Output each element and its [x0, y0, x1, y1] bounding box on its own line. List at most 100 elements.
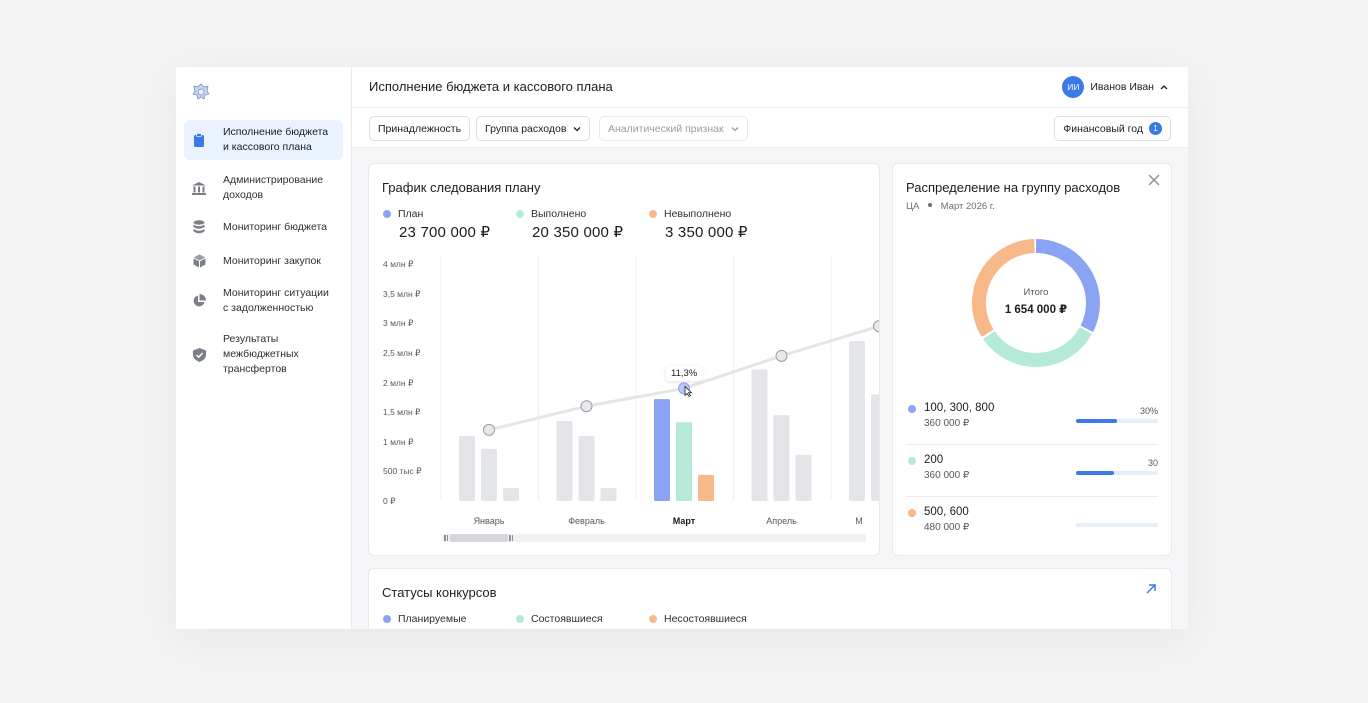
sidebar-item-transfers-results[interactable]: Результаты межбюджетных трансфертов [184, 331, 343, 378]
subtitle-period: Март 2026 г. [940, 201, 995, 212]
affiliation-filter[interactable]: Принадлежность [369, 116, 471, 141]
donut-segment-1[interactable] [972, 239, 1100, 367]
list-item[interactable]: 500, 600 480 000 ₽ [906, 506, 1158, 558]
bar-Март-3[interactable] [698, 474, 714, 501]
legend-dot [649, 615, 657, 623]
legend-done[interactable]: Выполнено [516, 208, 586, 220]
legend-planned[interactable]: Планируемые [383, 613, 466, 625]
legend-plan-value: 23 700 000 ₽ [399, 224, 491, 241]
plot-area [440, 256, 880, 501]
fiscal-year-label: Финансовый год [1063, 122, 1143, 135]
donut-total-value: 1 654 000 ₽ [1004, 304, 1068, 316]
divider [906, 496, 1158, 497]
row-amount: 360 000 ₽ [924, 418, 970, 429]
bar-Апрель-1[interactable] [751, 369, 768, 501]
y-tick-label: 4 млн ₽ [383, 259, 414, 269]
sidebar-item-revenue-admin[interactable]: Администрирование доходов [184, 172, 343, 204]
analytic-sign-dropdown[interactable]: Аналитический признак [599, 116, 748, 141]
shield-icon [191, 347, 207, 363]
sidebar-item-procurement-monitoring[interactable]: Мониторинг закупок [184, 251, 343, 271]
legend-held-label: Состоявшиеся [531, 613, 603, 625]
line-point-Февраль[interactable] [580, 400, 593, 413]
legend-failed[interactable]: Несостоявшиеся [649, 613, 747, 625]
legend-dot [383, 210, 391, 218]
bar-Апрель-2[interactable] [773, 415, 790, 501]
chart-tooltip: 11,3% [666, 366, 703, 381]
sidebar-item-label: Мониторинг ситуации с задолженностью [223, 287, 329, 314]
sidebar-item-budget-execution[interactable]: Исполнение бюджета и кассового плана [184, 120, 343, 160]
legend-undone-value: 3 350 000 ₽ [665, 224, 748, 241]
expense-group-dropdown[interactable]: Группа расходов [476, 116, 591, 141]
clipboard-icon [191, 132, 207, 148]
legend-planned-label: Планируемые [398, 613, 467, 625]
bar-Апрель-3[interactable] [795, 454, 812, 501]
subtitle-separator [928, 203, 933, 207]
main-content: График следования плану План 23 700 000 … [352, 148, 1188, 629]
bar-Февраль-3[interactable] [600, 487, 617, 501]
pie-icon [191, 293, 207, 309]
legend-undone[interactable]: Невыполнено [649, 208, 731, 220]
x-tick-label: Январь [473, 516, 505, 526]
donut-segment-2[interactable] [972, 239, 1100, 367]
sidebar-item-label: Результаты межбюджетных трансфертов [223, 333, 299, 375]
close-icon[interactable] [1147, 173, 1161, 187]
x-tick-label: Апрель [766, 516, 797, 526]
row-name: 500, 600 [924, 506, 969, 518]
plan-chart-title: График следования плану [382, 180, 541, 195]
legend-plan-label: План [398, 208, 424, 220]
line-point-Январь[interactable] [483, 423, 495, 436]
sidebar-item-label: Администрирование доходов [223, 174, 324, 201]
scroll-handle-right [509, 535, 511, 541]
distribution-donut[interactable] [966, 233, 1106, 373]
row-amount: 480 000 ₽ [924, 522, 970, 533]
fiscal-year-filter[interactable]: Финансовый год 1 [1054, 116, 1171, 141]
bar-Февраль-2[interactable] [578, 435, 595, 501]
database-icon [191, 219, 207, 235]
legend-plan[interactable]: План [383, 208, 423, 220]
plan-chart-plot[interactable] [369, 164, 879, 555]
bar-Март-1[interactable] [654, 399, 670, 501]
donut-segment-3[interactable] [972, 239, 1100, 367]
header: Исполнение бюджета и кассового плана ИИ … [352, 67, 1188, 108]
emblem-icon[interactable] [190, 81, 212, 103]
bar-М-2[interactable] [871, 394, 879, 501]
expense-group-label: Группа расходов [485, 122, 567, 135]
chevron-down-icon [573, 126, 581, 131]
sidebar: Исполнение бюджета и кассового плана Адм… [176, 67, 352, 629]
row-dot [908, 509, 916, 517]
row-progress [1076, 523, 1158, 527]
line-point-М[interactable] [873, 320, 880, 333]
cursor-icon [684, 385, 693, 397]
avatar: ИИ [1062, 76, 1085, 98]
analytic-sign-label: Аналитический признак [608, 122, 724, 135]
bar-Январь-3[interactable] [503, 487, 519, 501]
list-item[interactable]: 100, 300, 800 360 000 ₽ 30% [906, 402, 1158, 454]
legend-failed-label: Несостоявшиеся [664, 613, 747, 625]
y-tick-label: 1,5 млн ₽ [383, 407, 421, 418]
bank-icon [191, 180, 207, 196]
line-point-Апрель[interactable] [775, 349, 788, 362]
subtitle-org: ЦА [906, 201, 920, 212]
legend-held[interactable]: Состоявшиеся [516, 613, 603, 625]
user-menu[interactable]: ИИ Иванов Иван [1062, 76, 1168, 98]
sidebar-item-budget-monitoring[interactable]: Мониторинг бюджета [184, 217, 343, 237]
y-tick-label: 3,5 млн ₽ [383, 288, 421, 299]
bar-Февраль-1[interactable] [556, 421, 573, 501]
sidebar-item-label: Исполнение бюджета и кассового плана [223, 126, 329, 153]
bar-Январь-1[interactable] [459, 435, 475, 501]
row-amount: 360 000 ₽ [924, 470, 970, 481]
bar-Январь-2[interactable] [481, 448, 497, 501]
row-progress [1076, 419, 1158, 423]
bar-Март-2[interactable] [676, 422, 692, 501]
divider [906, 444, 1158, 445]
arrow-up-right-icon[interactable] [1145, 583, 1157, 595]
row-name: 200 [924, 454, 944, 466]
bar-М-1[interactable] [849, 341, 865, 501]
list-item[interactable]: 200 360 000 ₽ 30 [906, 454, 1158, 506]
filter-bar: Принадлежность Группа расходов Аналитиче… [352, 108, 1188, 148]
row-progress [1076, 471, 1158, 475]
sidebar-item-debt-monitoring[interactable]: Мониторинг ситуации с задолженностью [184, 285, 343, 317]
y-tick-label: 0 ₽ [383, 496, 396, 506]
page-title: Исполнение бюджета и кассового плана [369, 79, 613, 94]
scroll-handle-left [444, 535, 446, 541]
